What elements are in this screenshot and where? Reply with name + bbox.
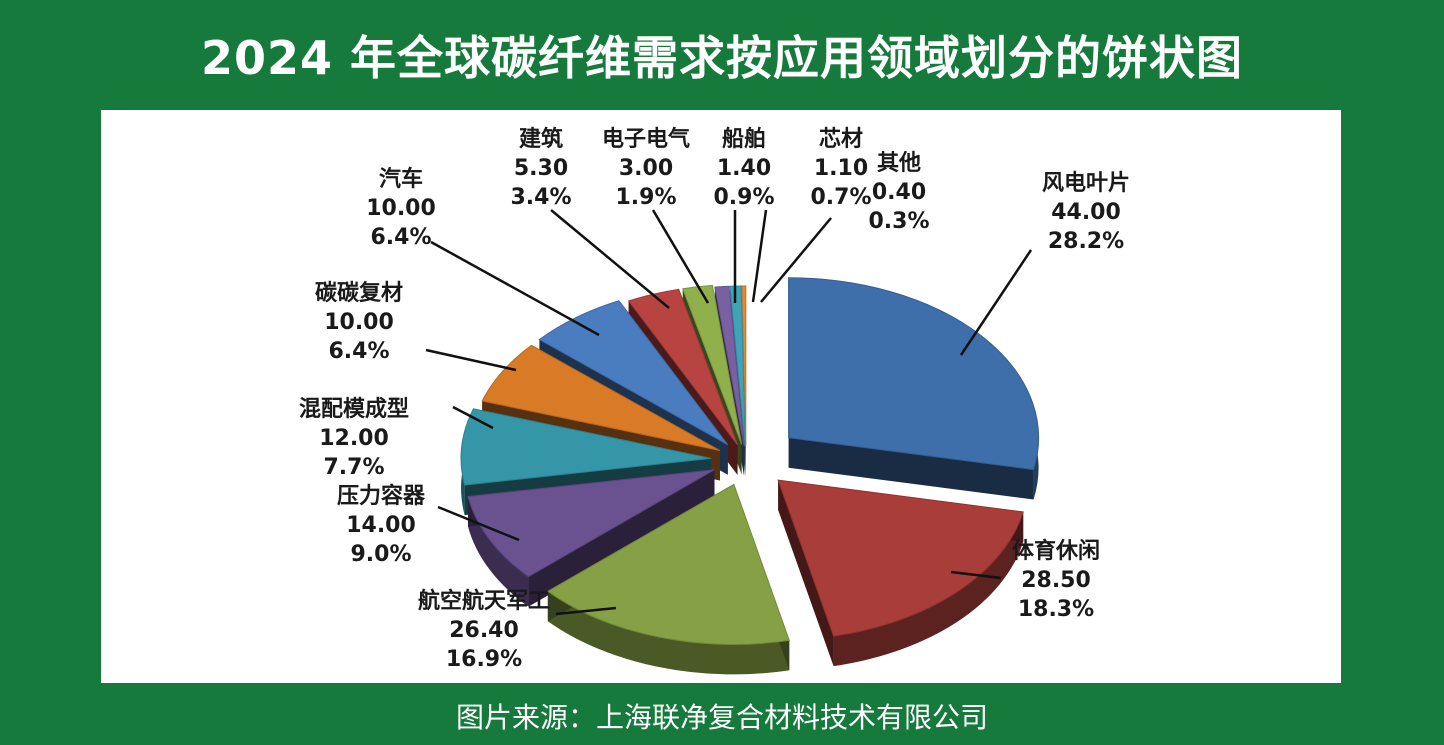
- slice-value-1: 28.50: [1021, 568, 1091, 593]
- leader-line-10: [751, 209, 768, 303]
- leader-line-4: [452, 405, 494, 430]
- slice-percent-8: 1.9%: [615, 185, 676, 210]
- slice-value-11: 0.40: [872, 180, 926, 205]
- slice-value-4: 12.00: [319, 426, 389, 451]
- pie-slice-3: [467, 469, 715, 607]
- pie-slice-1: [777, 479, 1024, 667]
- image-source-caption: 图片来源：上海联净复合材料技术有限公司: [455, 701, 988, 734]
- slice-label-0: 风电叶片: [1042, 171, 1130, 196]
- slice-label-5: 碳碳复材: [315, 280, 403, 306]
- slice-label-10: 芯材: [819, 127, 863, 152]
- slice-value-0: 44.00: [1051, 200, 1121, 225]
- slice-value-5: 10.00: [324, 310, 394, 335]
- slice-label-3: 压力容器: [337, 483, 426, 509]
- slice-label-2: 航空航天军工: [418, 588, 550, 614]
- leader-line-8: [651, 209, 710, 304]
- chart-panel: 风电叶片 44.00 28.2% 体育休闲 28.50 18.3% 航空航天军工 26.40 1…: [101, 110, 1341, 683]
- slice-value-3: 14.00: [346, 513, 416, 538]
- slice-percent-4: 7.7%: [323, 455, 384, 480]
- leader-line-3: [437, 505, 520, 542]
- leader-line-11: [760, 217, 832, 303]
- leader-line-0: [959, 249, 1033, 356]
- slice-percent-0: 28.2%: [1048, 229, 1124, 254]
- pie-slice-2: [546, 483, 790, 675]
- slice-percent-5: 6.4%: [328, 339, 389, 364]
- slice-label-7: 建筑: [519, 126, 563, 152]
- leader-line-2: [555, 606, 617, 616]
- slice-percent-1: 18.3%: [1018, 597, 1094, 622]
- slice-percent-10: 0.7%: [810, 185, 871, 210]
- leader-line-6: [430, 240, 600, 337]
- pie-chart: 风电叶片 44.00 28.2% 体育休闲 28.50 18.3% 航空航天军工 26.40 1…: [299, 126, 1130, 675]
- slice-value-7: 5.30: [514, 156, 568, 181]
- leader-line-7: [550, 209, 670, 309]
- pie-slice-0: [788, 277, 1040, 500]
- slice-value-10: 1.10: [814, 156, 868, 181]
- slice-percent-9: 0.9%: [713, 185, 774, 210]
- slice-label-1: 体育休闲: [1012, 538, 1100, 564]
- chart-title: 2024 年全球碳纤维需求按应用领域划分的饼状图: [200, 31, 1244, 85]
- slice-percent-2: 16.9%: [446, 647, 522, 672]
- slice-label-6: 汽车: [379, 166, 423, 192]
- slice-label-8: 电子电气: [602, 126, 690, 152]
- slice-value-2: 26.40: [449, 618, 519, 643]
- slice-value-8: 3.00: [619, 156, 673, 181]
- slice-label-4: 混配模成型: [299, 397, 409, 422]
- slice-percent-6: 6.4%: [370, 225, 431, 250]
- slice-label-11: 其他: [877, 151, 921, 176]
- slice-label-9: 船舶: [722, 126, 766, 152]
- slice-percent-11: 0.3%: [868, 209, 929, 234]
- leader-line-1: [950, 570, 1002, 580]
- slice-percent-3: 9.0%: [350, 542, 411, 567]
- slice-value-9: 1.40: [717, 156, 771, 181]
- leader-line-5: [425, 348, 517, 372]
- slice-percent-7: 3.4%: [510, 185, 571, 210]
- slice-value-6: 10.00: [366, 196, 436, 221]
